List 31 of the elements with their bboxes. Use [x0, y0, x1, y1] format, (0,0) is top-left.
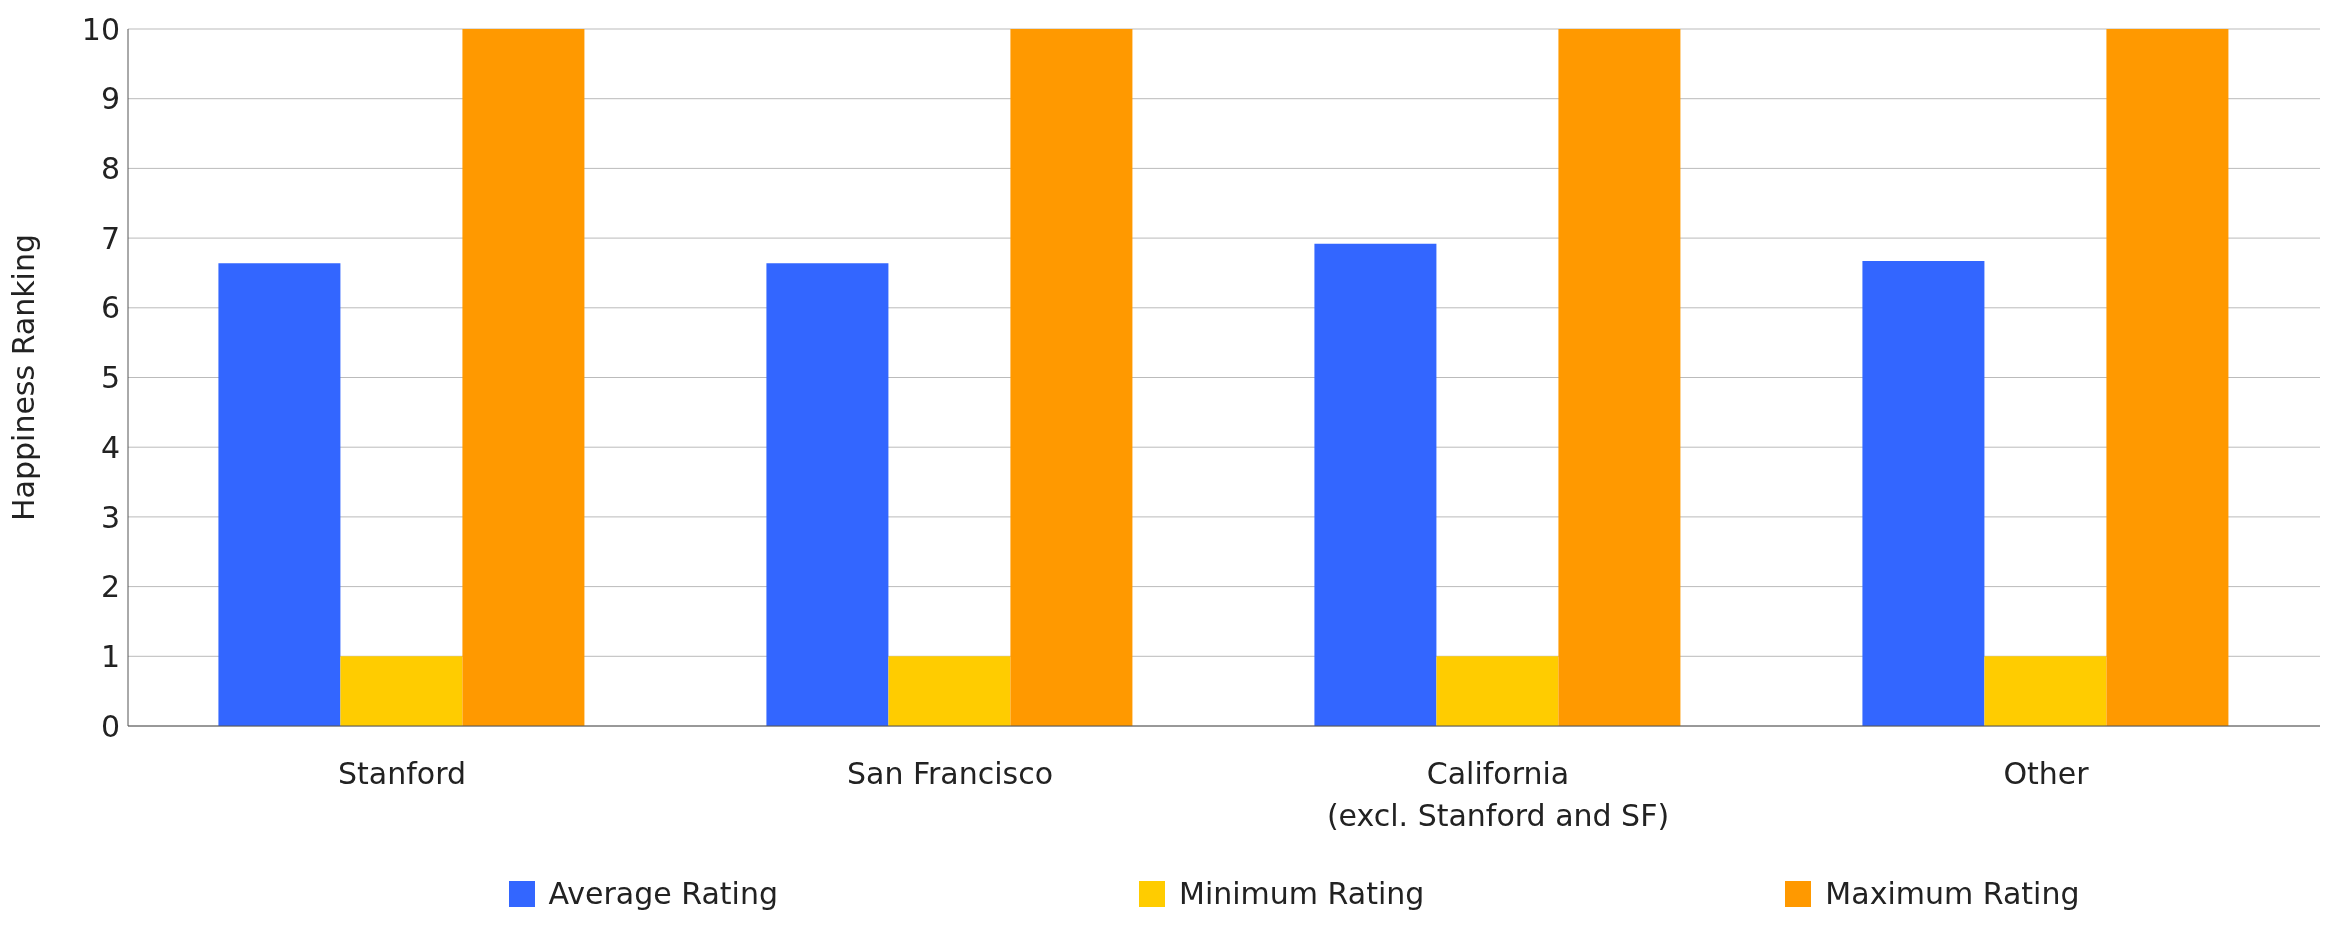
y-tick-label: 6	[100, 290, 120, 326]
y-tick-label: 8	[100, 151, 120, 187]
y-tick-label: 0	[100, 708, 120, 744]
y-tick-label: 2	[100, 569, 120, 605]
legend-label: Minimum Rating	[1179, 876, 1425, 911]
legend-label: Average Rating	[548, 876, 778, 911]
y-tick-label: 4	[100, 429, 120, 465]
bar	[1010, 29, 1133, 726]
y-axis-title: Happiness Ranking	[5, 234, 41, 521]
x-tick-label: Other	[2003, 756, 2090, 791]
bar	[218, 263, 341, 726]
bar	[340, 656, 463, 726]
bar	[1436, 656, 1559, 726]
bar	[2106, 29, 2229, 726]
x-tick-label: Stanford	[338, 756, 466, 791]
bar	[766, 263, 889, 726]
bar	[1862, 261, 1985, 726]
bar	[462, 29, 585, 726]
bar	[1314, 243, 1437, 726]
y-tick-label: 7	[100, 220, 120, 256]
bar	[1984, 656, 2107, 726]
bar	[888, 656, 1011, 726]
y-tick-label: 1	[100, 638, 120, 674]
y-tick-label: 9	[100, 81, 120, 117]
bar	[1558, 29, 1681, 726]
y-tick-label: 3	[100, 499, 120, 535]
legend-label: Maximum Rating	[1825, 876, 2080, 911]
x-tick-label: California (excl. Stanford and SF)	[1326, 756, 1670, 833]
x-tick-label: San Francisco	[846, 756, 1054, 791]
y-tick-label: 5	[100, 360, 120, 396]
y-tick-label: 10	[81, 11, 120, 47]
